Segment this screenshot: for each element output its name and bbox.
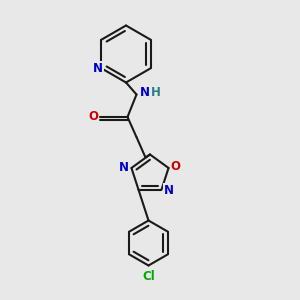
Text: N: N [164,184,174,197]
Text: O: O [171,160,181,173]
Text: H: H [152,85,161,99]
Text: N: N [93,62,103,75]
Text: N: N [140,85,150,99]
Text: O: O [88,110,98,124]
Text: Cl: Cl [142,269,155,283]
Text: N: N [119,161,129,174]
